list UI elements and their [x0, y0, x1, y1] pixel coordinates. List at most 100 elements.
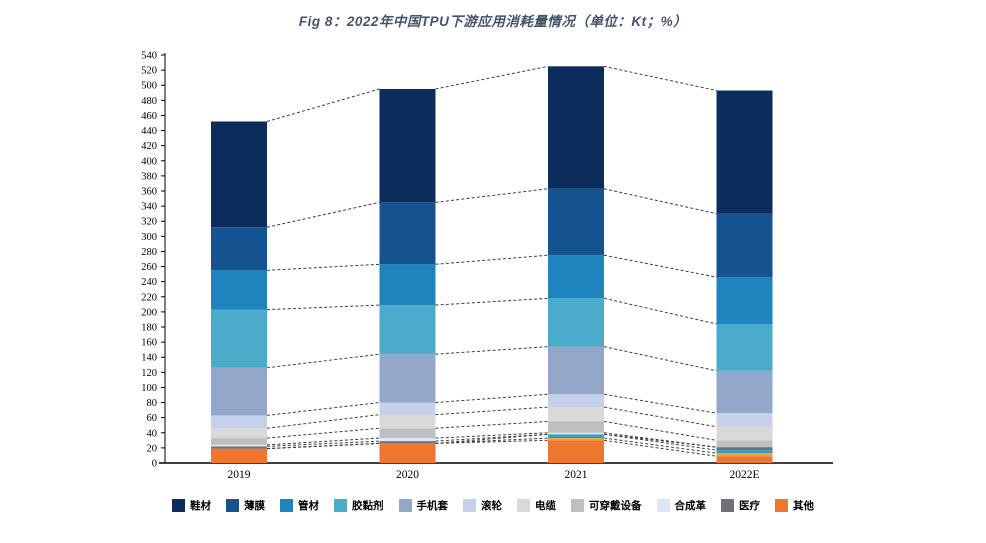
- bar-segment-unlabeled-gold-2022E: [716, 453, 773, 457]
- legend-label: 管材: [298, 500, 319, 512]
- bar-segment-其他-2019: [211, 448, 267, 463]
- y-axis-tick-label: 220: [141, 292, 157, 303]
- bar-segment-胶黏剂-2020: [379, 305, 436, 355]
- bar-segment-滚轮-2019: [211, 415, 267, 429]
- y-axis-tick-label: 520: [141, 66, 157, 77]
- y-axis-tick-label: 180: [141, 323, 157, 334]
- legend-item: 电缆: [517, 498, 556, 513]
- legend-item: 滚轮: [463, 498, 502, 513]
- connector-line: [266, 402, 380, 416]
- legend-swatch-icon: [398, 499, 412, 512]
- legend-item: 手机套: [398, 498, 448, 513]
- y-axis-tick-label: 280: [141, 247, 157, 258]
- connector-line: [266, 201, 380, 228]
- y-axis-tick-label: 540: [141, 51, 157, 62]
- bar-segment-合成革-2020: [379, 438, 436, 442]
- bar-segment-管材-2019: [211, 270, 267, 310]
- y-axis-tick-label: 140: [141, 353, 157, 364]
- legend-item: 医疗: [721, 498, 760, 513]
- bar-segment-其他-2020: [379, 443, 436, 463]
- legend-label: 其他: [793, 500, 814, 512]
- connector-line: [603, 188, 717, 215]
- legend-label: 电缆: [535, 500, 556, 512]
- y-axis-tick-label: 200: [141, 307, 157, 318]
- y-axis-tick-label: 340: [141, 202, 157, 213]
- connector-line: [603, 297, 717, 325]
- bar-segment-可穿戴设备-2022E: [716, 440, 773, 448]
- bar-segment-合成革-2019: [211, 444, 267, 447]
- bar-segment-unlabeled-cyan-2021: [548, 434, 604, 439]
- connector-line: [435, 433, 549, 442]
- bar-segment-胶黏剂-2019: [211, 309, 267, 368]
- connector-line: [603, 420, 717, 441]
- bar-segment-合成革-2021: [548, 432, 604, 435]
- y-axis-tick-label: 120: [141, 368, 157, 379]
- connector-line: [603, 254, 717, 278]
- y-axis-tick-label: 40: [147, 428, 158, 439]
- legend-label: 可穿戴设备: [589, 500, 642, 512]
- legend-item: 鞋材: [172, 498, 211, 513]
- connector-line: [435, 297, 549, 306]
- legend-label: 薄膜: [244, 500, 265, 512]
- bar-segment-可穿戴设备-2021: [548, 421, 604, 433]
- bar-segment-可穿戴设备-2020: [379, 428, 436, 439]
- category-label: 2022E: [729, 469, 759, 481]
- legend-swatch-icon: [280, 499, 293, 512]
- legend-item: 其他: [775, 498, 814, 513]
- y-axis-tick-label: 0: [152, 459, 157, 470]
- connector-line: [266, 440, 380, 447]
- connector-line: [603, 432, 717, 448]
- bar-segment-电缆-2021: [548, 407, 604, 422]
- legend-item: 薄膜: [226, 498, 265, 513]
- legend-swatch-icon: [656, 499, 670, 512]
- bar-segment-其他-2021: [548, 440, 604, 463]
- bar-segment-管材-2020: [379, 264, 436, 306]
- stacked-bar-chart: 0 20 40 60 80 100 120 140 160 180 200 220 240 260 280 3…: [141, 51, 833, 481]
- bar-segment-手机套-2022E: [716, 370, 773, 414]
- connector-line: [435, 346, 549, 355]
- connector-line: [603, 437, 717, 454]
- bar-segment-电缆-2022E: [716, 426, 773, 441]
- legend-item: 可穿戴设备: [571, 498, 642, 513]
- y-axis-tick-label: 420: [141, 141, 157, 152]
- legend-swatch-icon: [334, 499, 347, 512]
- connector-line: [266, 304, 380, 311]
- y-axis-tick-label: 320: [141, 217, 157, 228]
- bar-segment-电缆-2020: [379, 414, 436, 429]
- bar-segment-薄膜-2019: [211, 227, 267, 271]
- legend-item: 胶黏剂: [334, 498, 384, 513]
- y-axis-tick-label: 80: [147, 398, 158, 409]
- connector-line: [435, 65, 549, 90]
- bar-segment-unlabeled-gold-2021: [548, 438, 604, 441]
- connector-line: [603, 65, 717, 91]
- legend-swatch-icon: [172, 499, 185, 512]
- y-axis-tick-label: 360: [141, 187, 157, 198]
- y-axis-tick-label: 60: [147, 413, 158, 424]
- bar-segment-管材-2022E: [716, 277, 773, 324]
- bar-segment-医疗-2020: [379, 441, 436, 444]
- legend-swatch-icon: [571, 499, 584, 512]
- connector-line: [603, 439, 717, 457]
- legend-swatch-icon: [226, 499, 239, 512]
- connector-line: [603, 393, 717, 414]
- connector-line: [435, 254, 549, 265]
- bar-segment-电缆-2019: [211, 428, 267, 439]
- connector-line: [266, 353, 380, 369]
- connector-line: [435, 437, 549, 444]
- y-axis-tick-label: 260: [141, 262, 157, 273]
- legend-item: 管材: [280, 498, 319, 513]
- bar-segment-医疗-2019: [211, 446, 267, 449]
- connector-line: [603, 433, 717, 451]
- bar-segment-手机套-2021: [548, 346, 604, 395]
- legend-item: 合成革: [656, 498, 706, 513]
- legend-label: 胶黏剂: [352, 500, 384, 512]
- category-label: 2020: [396, 469, 419, 481]
- bar-segment-鞋材-2021: [548, 66, 604, 189]
- bar-segment-薄膜-2022E: [716, 213, 773, 278]
- y-axis-tick-label: 100: [141, 383, 157, 394]
- legend-swatch-icon: [517, 499, 530, 512]
- category-label: 2021: [565, 469, 588, 481]
- bar-segment-薄膜-2021: [548, 188, 604, 256]
- y-axis-tick-label: 440: [141, 126, 157, 137]
- y-axis-tick-label: 460: [141, 111, 157, 122]
